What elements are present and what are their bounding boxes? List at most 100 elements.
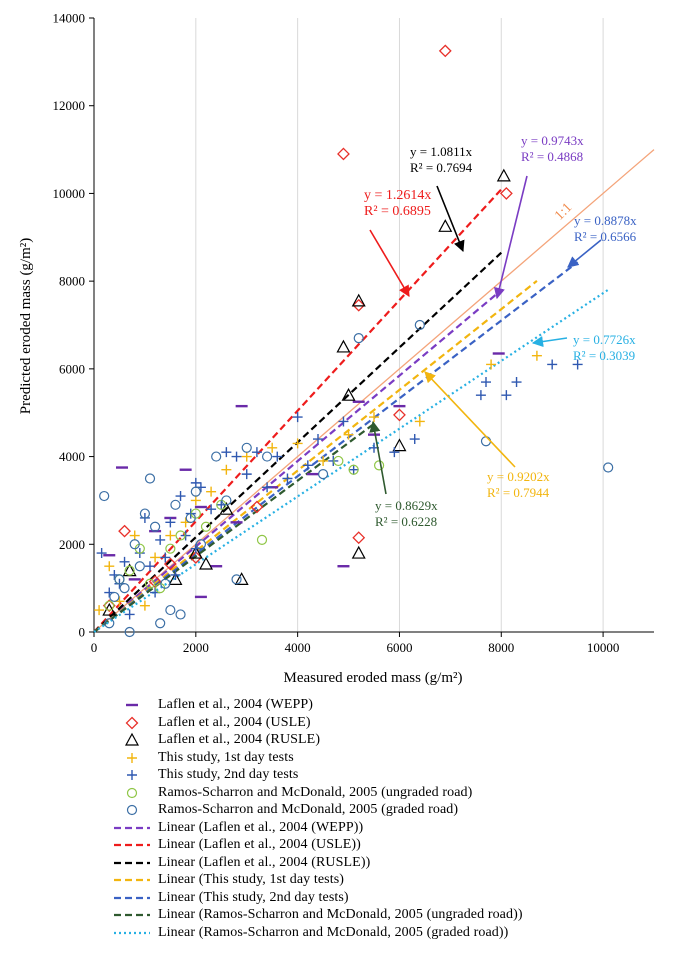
data-point [104,600,115,611]
annotation-arrow [493,175,528,300]
legend-label: Linear (Ramos-Scharron and McDonald, 200… [158,907,523,922]
legend-item: Linear (Laflen et al., 2004 (RUSLE)) [0,853,690,873]
data-point [139,600,150,611]
legend-item: Linear (This study, 1st day tests) [0,870,690,890]
trendlines [93,188,609,633]
trendline [93,261,579,633]
data-point [341,387,356,401]
gridlines [195,18,604,632]
data-point [392,438,407,452]
x-tick-label: 8000 [488,640,514,655]
trendline-r-squared: R² = 0.6566 [574,229,637,244]
data-point [318,455,329,466]
data-point [221,495,232,506]
data-point [160,552,171,563]
data-point [124,732,140,746]
data-point [333,455,344,467]
y-tick-label: 2000 [59,537,85,552]
data-point [234,572,249,585]
data-point [337,147,350,161]
data-point [414,319,425,331]
legend-label: Ramos-Scharron and McDonald, 2005 (ungra… [158,784,473,800]
annotation-arrow [436,185,465,253]
data-point [129,539,140,550]
legend-label: Laflen et al., 2004 (RUSLE) [158,732,321,747]
data-point [96,548,107,559]
x-tick-label: 0 [91,640,98,655]
legend-item: Ramos-Scharron and McDonald, 2005 (grade… [0,800,690,820]
data-point [338,416,349,427]
trendline-r-squared: R² = 0.6228 [375,514,437,529]
data-point [251,447,262,458]
data-point [155,618,166,629]
data-point [175,491,186,502]
x-axis-title: Measured eroded mass (g/m²) [283,670,462,686]
trendline-r-squared: R² = 0.7944 [487,485,550,500]
data-point [189,551,203,564]
legend-swatch [124,732,140,746]
data-point [241,442,252,453]
data-point [369,412,379,423]
legend-item: Laflen et al., 2004 (RUSLE) [0,730,690,750]
legend-item: Ramos-Scharron and McDonald, 2005 (ungra… [0,783,690,803]
data-point [336,339,351,353]
trendline-equation: y = 1.0811x [410,144,473,159]
data-point [206,504,217,515]
data-point [241,451,252,462]
data-point [155,534,166,545]
data-point [206,486,217,497]
data-point [292,412,303,423]
data-point [438,219,453,232]
data-point [547,359,558,370]
legend-swatch [114,931,150,934]
data-point [211,451,222,462]
data-point [163,557,177,571]
legend-swatch [114,861,150,864]
trendline-r-squared: R² = 0.3039 [573,348,635,363]
x-tick-label: 10000 [587,640,620,655]
annotation-arrow [424,371,516,468]
data-point [190,486,201,497]
data-point [104,618,115,629]
data-point [165,530,176,541]
scatter-chart: 0 2000 4000 6000 8000 10000 0 2000 4000 6000 8000 1… [18,10,655,686]
legend-swatch [126,804,138,816]
legend-item: Linear (Ramos-Scharron and McDonald, 200… [0,923,690,943]
data-point [272,451,283,462]
annotation-arrows [369,175,602,495]
data-point [409,434,420,445]
data-point [109,591,120,603]
data-point [292,438,303,449]
data-point [393,408,406,422]
data-point [127,770,137,780]
legend-swatch [127,770,137,780]
data-point [414,416,425,427]
legend-item: This study, 1st day tests [0,748,690,768]
data-point [603,462,614,473]
data-point [511,377,522,388]
trendline-equation: y = 1.2614x [364,188,431,203]
data-point [125,716,139,729]
annotation-arrow [369,420,387,495]
data-point [124,609,135,620]
legend-swatch [126,703,138,707]
data-point [351,545,366,559]
data-point [531,350,542,361]
trendline [93,280,538,633]
y-axis-title: Predicted eroded mass (g/m²) [18,238,34,415]
data-point [373,460,385,471]
legend-label: Ramos-Scharron and McDonald, 2005 (grade… [158,802,459,817]
legend-item: Linear (Laflen et al., 2004 (WEPP)) [0,818,690,838]
data-point [343,429,354,440]
legend-item: Linear (Laflen et al., 2004 (USLE)) [0,835,690,855]
data-point [486,359,497,370]
data-point [168,572,183,585]
data-point [119,583,130,594]
annotation-arrow [531,335,568,348]
data-point [200,521,212,532]
data-point [267,442,278,453]
legend-label: This study, 1st day tests [158,749,294,765]
data-point [124,626,135,638]
data-point [231,574,242,585]
legend-item: This study, 2nd day tests [0,765,690,785]
